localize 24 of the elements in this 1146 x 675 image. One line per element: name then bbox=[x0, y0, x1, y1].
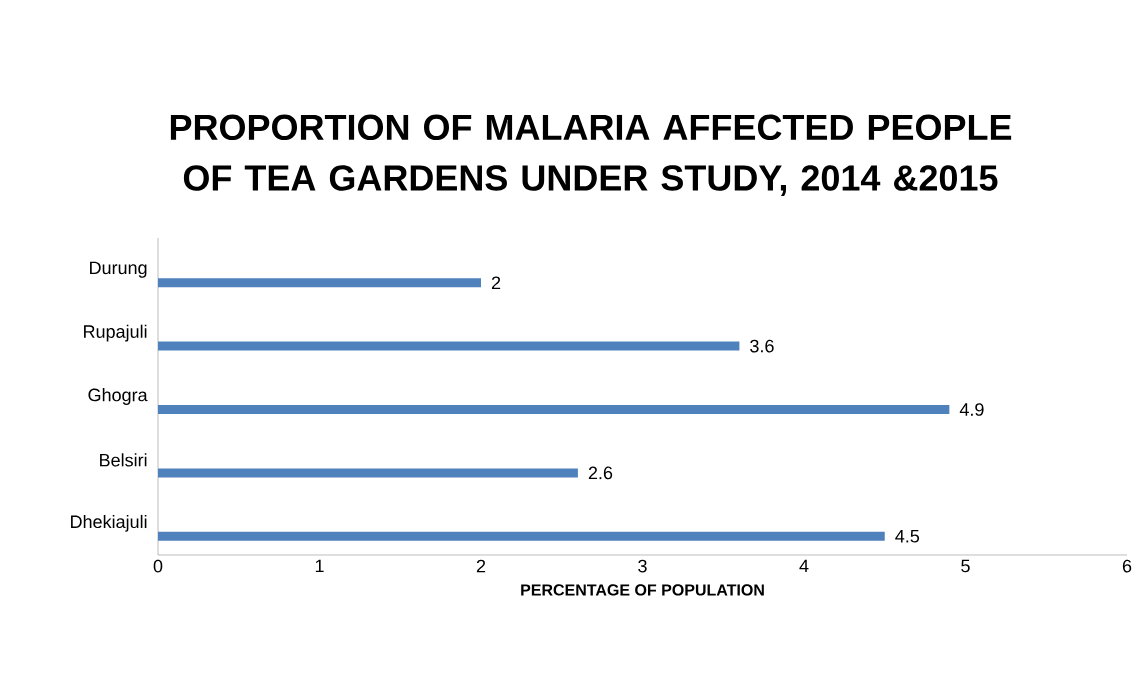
bar bbox=[158, 278, 481, 288]
y-tick-label: Rupajuli bbox=[84, 324, 147, 342]
bar bbox=[158, 405, 950, 414]
y-tick-label: Durung bbox=[90, 261, 147, 278]
x-tick-label: 0 bbox=[153, 559, 163, 573]
y-tick-label: Ghogra bbox=[88, 388, 148, 405]
bar bbox=[158, 468, 578, 478]
y-tick-label: Dhekiajuli bbox=[71, 514, 147, 532]
bar bbox=[158, 341, 740, 351]
data-label: 4.5 bbox=[895, 530, 920, 543]
data-label: 2 bbox=[491, 276, 501, 289]
bar bbox=[158, 531, 885, 541]
x-axis-title: PERCENTAGE OF POPULATION bbox=[521, 584, 764, 596]
y-tick-label: Belsiri bbox=[100, 453, 147, 467]
x-tick-label: 4 bbox=[799, 559, 809, 573]
x-tick-label: 1 bbox=[315, 559, 324, 573]
x-tick-label: 6 bbox=[1122, 559, 1132, 573]
x-tick-label: 3 bbox=[638, 559, 647, 573]
x-tick-label: 2 bbox=[476, 559, 486, 573]
chart-title: PROPORTION OF MALARIA AFFECTED PEOPLE OF TEA GARDENS UNDER STUDY, 2014 &2015 bbox=[170, 114, 1012, 196]
data-label: 3.6 bbox=[750, 339, 774, 353]
data-label: 4.9 bbox=[959, 403, 984, 416]
data-label: 2.6 bbox=[588, 466, 613, 480]
x-tick-label: 5 bbox=[961, 559, 970, 573]
